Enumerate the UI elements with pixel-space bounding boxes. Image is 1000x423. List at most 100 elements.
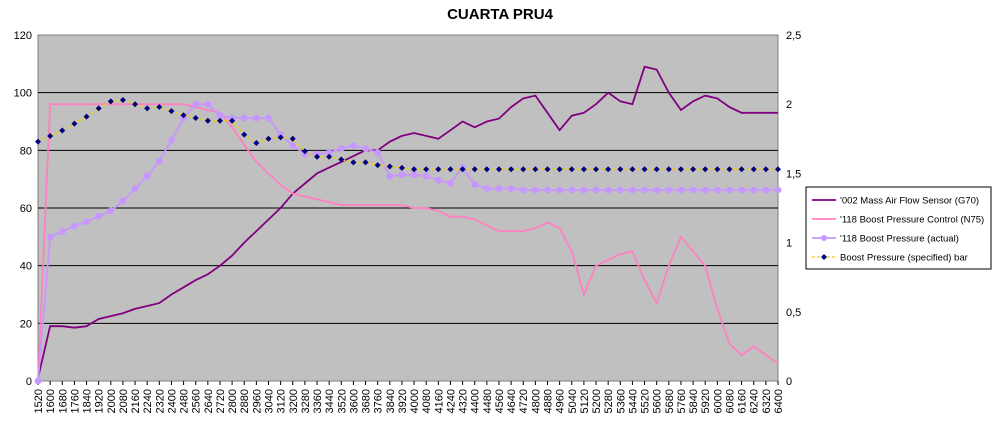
x-axis: 1520 1600 1680 1760 1840 1920 2000 2080 2160 2240… <box>33 381 785 413</box>
data-point <box>192 115 199 122</box>
data-point <box>216 117 223 124</box>
data-point <box>447 166 454 173</box>
x-tick-label: 3680 <box>361 389 373 413</box>
series-layer <box>34 65 782 385</box>
data-point <box>629 166 636 173</box>
data-point <box>750 166 757 173</box>
data-point <box>556 186 564 194</box>
data-point <box>713 186 721 194</box>
data-point <box>70 222 78 230</box>
data-point <box>592 186 600 194</box>
data-point <box>240 114 248 122</box>
data-point <box>629 186 636 194</box>
x-tick-label: 2000 <box>106 389 118 413</box>
data-point <box>762 186 770 194</box>
data-point <box>495 166 502 173</box>
legend-marker <box>821 235 827 241</box>
x-tick-label: 2640 <box>203 389 215 413</box>
legend-label: '118 Boost Pressure Control (N75) <box>840 215 984 226</box>
data-point <box>775 166 781 173</box>
x-tick-label: 2880 <box>239 389 251 413</box>
data-point <box>252 114 260 122</box>
data-point <box>689 186 697 194</box>
x-tick-label: 3120 <box>276 389 288 413</box>
x-tick-label: 4000 <box>409 389 421 413</box>
data-point <box>508 166 515 173</box>
data-point <box>362 159 369 166</box>
y-tick-label: 0 <box>26 376 32 388</box>
data-point <box>83 218 90 226</box>
data-point <box>314 153 321 160</box>
x-tick-label: 5840 <box>688 389 700 413</box>
x-tick-label: 1680 <box>57 389 69 413</box>
y2-tick-label: 0 <box>786 376 792 388</box>
data-point <box>71 120 78 127</box>
data-point <box>556 166 563 173</box>
y-tick-label: 120 <box>14 30 32 42</box>
data-point <box>46 233 54 241</box>
data-point <box>593 166 600 173</box>
data-point <box>690 166 697 173</box>
data-point <box>58 228 66 235</box>
x-tick-label: 2400 <box>166 389 178 413</box>
data-point <box>520 166 527 173</box>
data-point <box>738 186 746 194</box>
data-point <box>471 166 478 173</box>
x-tick-label: 6240 <box>749 389 761 413</box>
x-tick-label: 1840 <box>82 389 94 413</box>
x-tick-label: 5760 <box>676 389 688 413</box>
y-axis-right: 0 0,5 1 1,5 2 2,5 <box>786 30 801 388</box>
series-3 <box>35 97 781 173</box>
x-tick-label: 5680 <box>664 389 676 413</box>
y-tick-label: 100 <box>14 88 32 100</box>
x-tick-label: 3440 <box>324 389 336 413</box>
x-tick-label: 4320 <box>458 389 470 413</box>
data-point <box>531 186 539 194</box>
data-point <box>47 133 54 140</box>
data-point <box>677 186 685 194</box>
data-point <box>641 186 648 194</box>
x-tick-label: 6000 <box>712 389 724 413</box>
series-0 <box>37 65 778 379</box>
data-point <box>241 131 248 138</box>
data-point <box>495 185 503 193</box>
data-point <box>277 134 284 141</box>
x-tick-label: 4480 <box>482 389 494 413</box>
data-point <box>156 103 163 110</box>
data-point <box>107 207 115 215</box>
data-point <box>422 172 430 180</box>
data-point <box>168 136 175 144</box>
data-point <box>338 156 345 163</box>
data-point <box>423 166 430 173</box>
data-point <box>665 166 672 173</box>
x-tick-label: 5520 <box>640 389 652 413</box>
data-point <box>762 166 769 173</box>
data-point <box>350 142 357 150</box>
data-point <box>119 97 126 104</box>
data-point <box>301 148 308 155</box>
x-tick-label: 4880 <box>543 389 555 413</box>
data-point <box>738 166 745 173</box>
data-point <box>34 377 42 385</box>
x-tick-label: 4240 <box>445 389 457 413</box>
data-point <box>605 166 612 173</box>
data-point <box>144 105 151 112</box>
series-2 <box>34 100 782 385</box>
data-point <box>677 166 684 173</box>
legend-label: Boost Pressure (specified) bar <box>840 253 968 264</box>
data-point <box>325 149 333 157</box>
legend: '002 Mass Air Flow Sensor (G70) '118 Boos… <box>805 186 992 270</box>
data-point <box>604 186 612 194</box>
y2-tick-label: 1 <box>786 238 792 250</box>
data-point <box>253 139 260 146</box>
x-tick-label: 4160 <box>433 389 445 413</box>
series-line <box>37 103 779 382</box>
data-point <box>750 186 758 194</box>
data-point <box>483 166 490 173</box>
x-tick-label: 4800 <box>530 389 542 413</box>
data-point <box>95 212 103 220</box>
x-tick-label: 1600 <box>45 389 57 413</box>
legend-box <box>805 186 992 270</box>
data-point <box>447 179 454 187</box>
